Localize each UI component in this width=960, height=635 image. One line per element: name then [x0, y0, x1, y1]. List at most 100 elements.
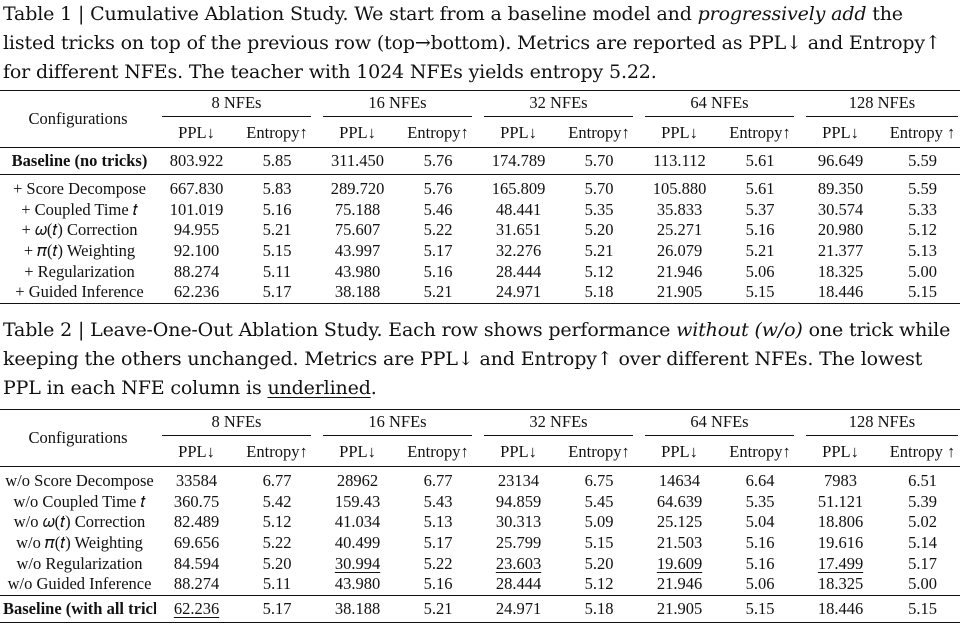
ppl-cell: 28.444 [495, 261, 542, 281]
row-label: Baseline (no tricks) [11, 151, 148, 170]
entropy-cell: 6.77 [423, 471, 453, 491]
entropy-cell: 5.22 [423, 220, 453, 240]
ppl-cell: 21.905 [656, 598, 703, 618]
ppl-cell: 25.799 [495, 533, 542, 553]
entropy-cell: 5.20 [584, 553, 614, 573]
table-row: w/o 𝜋(𝑡) Weighting 69.656 5.22 40.499 5.17 25… [0, 533, 960, 554]
entropy-cell: 5.76 [423, 151, 453, 170]
ppl-header: PPL↓ [500, 442, 537, 461]
table1-caption-text: Table 1 | Cumulative Ablation Study. We … [3, 3, 698, 25]
entropy-cell: 5.02 [908, 512, 937, 532]
entropy-cell: 5.61 [745, 151, 775, 170]
table1-body: + Score Decompose 667.830 5.83 289.720 5.76 1… [0, 175, 960, 304]
ppl-cell: 289.720 [330, 179, 385, 199]
table2-caption-text-3: . [370, 377, 377, 399]
table1-caption-text-2: the listed tricks on top of the previous… [3, 3, 941, 83]
ppl-cell: 88.274 [173, 261, 220, 281]
table-row: w/o Coupled Time 𝑡 360.75 5.42 159.43 5.43 94… [0, 492, 960, 513]
row-label: w/o Guided Inference [7, 574, 152, 594]
table2-caption-text-2: one trick while keeping the others uncha… [3, 319, 951, 399]
table1-baseline-section: Baseline (no tricks) 803.922 5.85 311.450 5.… [0, 148, 960, 175]
baseline-row: Baseline (no tricks) 803.922 5.85 311.450 5.… [0, 148, 960, 175]
entropy-cell: 5.21 [584, 241, 614, 261]
entropy-cell: 5.11 [262, 574, 292, 594]
ppl-cell: 35.833 [656, 199, 703, 219]
ppl-cell: 21.377 [817, 241, 864, 261]
ppl-cell: 62.236 [173, 282, 220, 302]
entropy-cell: 5.15 [745, 282, 775, 302]
ppl-cell: 30.313 [495, 512, 542, 532]
row-label: Baseline (with all tricks) [3, 598, 156, 618]
table2-baseline-section: Baseline (with all tricks) 62.236 5.17 38.1… [0, 595, 960, 623]
row-label: w/o 𝜋(𝑡) Weighting [16, 533, 143, 553]
table1-config-header: Configurations [28, 109, 128, 128]
ppl-cell: 113.112 [653, 151, 706, 170]
entropy-cell: 5.06 [745, 261, 775, 281]
ppl-cell: 33584 [175, 471, 218, 491]
entropy-cell: 5.12 [262, 512, 292, 532]
table1-group-header: 128 NFEs [800, 91, 960, 120]
row-label: w/o 𝜔(𝑡) Correction [13, 512, 146, 532]
entropy-cell: 5.13 [908, 241, 937, 261]
entropy-header: Entropy↑ [246, 442, 308, 461]
ppl-cell: 19.616 [817, 533, 864, 553]
row-label: + Regularization [24, 261, 135, 281]
entropy-cell: 5.61 [745, 179, 775, 199]
row-label: + Guided Inference [15, 282, 144, 302]
entropy-cell: 5.15 [745, 598, 775, 618]
ppl-cell: 25.271 [656, 220, 703, 240]
ppl-cell: 88.274 [173, 574, 220, 594]
entropy-cell: 5.85 [262, 151, 292, 170]
ppl-header: PPL↓ [178, 123, 215, 142]
ppl-cell: 62.236 [173, 598, 220, 618]
entropy-cell: 5.17 [908, 553, 937, 573]
row-label: + Score Decompose [12, 179, 146, 199]
table2-group-header-row: Configurations 8 NFEs 16 NFEs 32 NFEs 64… [0, 409, 960, 447]
table2-group-header: 128 NFEs [800, 410, 960, 439]
row-label: w/o Coupled Time 𝑡 [13, 491, 146, 511]
entropy-header: Entropy↑ [246, 123, 308, 142]
ppl-cell: 20.980 [817, 220, 864, 240]
table-row: w/o Regularization 84.594 5.20 30.994 5.22 23… [0, 553, 960, 574]
table1-group-header: 16 NFEs [317, 91, 478, 120]
table1-group-header: 32 NFEs [478, 91, 639, 120]
ppl-cell: 21.905 [656, 282, 703, 302]
entropy-cell: 5.18 [584, 598, 614, 618]
ppl-cell: 94.955 [173, 220, 220, 240]
ppl-header: PPL↓ [822, 442, 859, 461]
ppl-cell: 28962 [336, 471, 379, 491]
entropy-cell: 5.76 [423, 179, 453, 199]
entropy-cell: 5.16 [745, 533, 775, 553]
entropy-cell: 5.15 [908, 598, 937, 618]
ppl-cell: 89.350 [817, 179, 864, 199]
entropy-cell: 5.15 [908, 282, 937, 302]
ppl-cell: 25.125 [656, 512, 703, 532]
table1-caption-emphasis: progressively add [697, 3, 867, 25]
entropy-cell: 5.43 [423, 491, 453, 511]
entropy-cell: 5.15 [584, 533, 614, 553]
ppl-cell: 21.946 [656, 574, 703, 594]
ppl-cell: 38.188 [334, 282, 381, 302]
entropy-cell: 5.83 [262, 179, 292, 199]
ppl-cell: 82.489 [173, 512, 220, 532]
table2-caption-underlined: underlined [267, 377, 371, 399]
table2-body: w/o Score Decompose 33584 6.77 28962 6.77 231… [0, 467, 960, 596]
entropy-header: Entropy↑ [407, 123, 469, 142]
entropy-cell: 5.46 [423, 199, 453, 219]
table2-caption: Table 2 | Leave-One-Out Ablation Study. … [3, 316, 957, 403]
table1-caption: Table 1 | Cumulative Ablation Study. We … [3, 0, 957, 87]
ppl-cell: 101.019 [169, 199, 224, 219]
entropy-header: Entropy ↑ [889, 123, 956, 142]
table2-caption-emphasis: without (w/o) [676, 319, 803, 341]
entropy-cell: 5.06 [745, 574, 775, 594]
ppl-cell: 94.859 [495, 491, 542, 511]
table-row: + 𝜋(𝑡) Weighting 92.100 5.15 43.997 5.17 32.2… [0, 241, 960, 262]
entropy-header: Entropy↑ [568, 123, 630, 142]
entropy-cell: 5.12 [584, 574, 614, 594]
table-row: w/o Guided Inference 88.274 5.11 43.980 5.16… [0, 574, 960, 596]
entropy-cell: 5.37 [745, 199, 775, 219]
entropy-cell: 5.13 [423, 512, 453, 532]
entropy-cell: 5.70 [584, 151, 614, 170]
table1-group-header: 64 NFEs [639, 91, 800, 120]
